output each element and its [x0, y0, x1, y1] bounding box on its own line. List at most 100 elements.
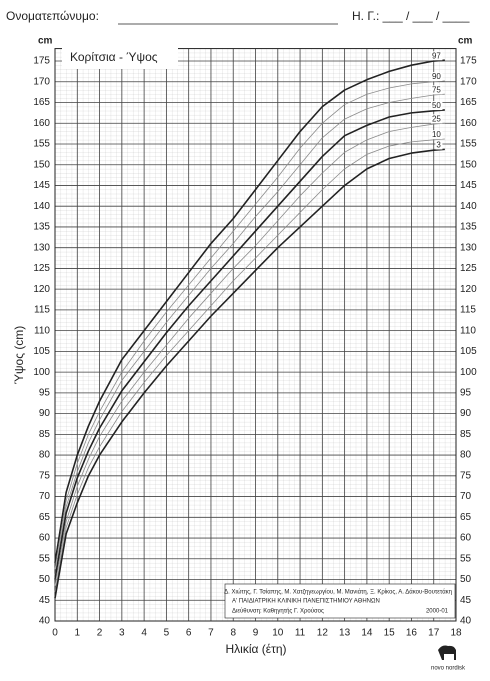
y-tick-label: 100 — [33, 367, 50, 378]
y-tick-label: 175 — [33, 56, 50, 67]
x-tick-label: 0 — [52, 628, 58, 639]
chart-title: Κορίτσια - Ύψος — [70, 50, 158, 64]
y-tick-label: 105 — [33, 346, 50, 357]
y-tick-label: 50 — [39, 574, 51, 585]
y-tick-label-right: 165 — [460, 97, 477, 108]
plot-frame — [54, 48, 457, 622]
x-tick-label: 14 — [361, 628, 373, 639]
name-label: Ονοματεπώνυμο: — [6, 9, 99, 23]
y-tick-label: 145 — [33, 180, 50, 191]
x-tick-label: 17 — [428, 628, 440, 639]
percentile-label-bg — [435, 140, 443, 150]
y-tick-label: 80 — [39, 450, 51, 461]
y-tick-label: 115 — [34, 305, 50, 316]
y-tick-label: 120 — [33, 284, 50, 295]
y-tick-label-right: 120 — [460, 284, 477, 295]
y-tick-label-right: 145 — [460, 180, 477, 191]
percentile-line — [54, 138, 445, 593]
credits-clinic: Α' ΠΑΙΔΙΑΤΡΙΚΗ ΚΛΙΝΙΚΗ ΠΑΝΕΠΙΣΤΗΜΙΟΥ ΑΘΗ… — [232, 599, 380, 605]
overlay: Κορίτσια - Ύψος Δ. Χιώτης, Γ. Τσίαπης, Μ… — [62, 47, 466, 672]
x-axis-label: Ηλικία (έτη) — [225, 642, 286, 656]
y-tick-label: 150 — [33, 159, 50, 170]
percentile-label: 10 — [432, 130, 441, 139]
date-label: Η. Γ.: ___ / ___ / ____ — [352, 9, 470, 23]
credits-box — [224, 583, 456, 619]
y-tick-label: 40 — [39, 616, 51, 627]
y-tick-label-right: 95 — [460, 388, 472, 399]
y-tick-label-right: 105 — [460, 346, 477, 357]
credits-edition: 2000-01 — [426, 609, 449, 615]
x-tick-label: 11 — [295, 628, 306, 639]
y-tick-label-right: 115 — [460, 305, 476, 316]
y-tick-label-right: 130 — [460, 242, 477, 253]
x-tick-label: 12 — [317, 628, 329, 639]
y-tick-label: 85 — [39, 429, 51, 440]
y-tick-label: 140 — [33, 201, 50, 212]
percentile-line — [54, 93, 445, 576]
percentile-label-bg — [430, 72, 443, 82]
percentile-label: 50 — [432, 101, 441, 110]
y-tick-label-right: 100 — [460, 367, 477, 378]
logo-icon — [438, 645, 456, 660]
y-tick-label-right: 125 — [460, 263, 477, 274]
y-axis-label: Ύψος (cm) — [12, 326, 26, 385]
y-tick-label-right: 50 — [460, 574, 472, 585]
y-tick-label: 75 — [39, 470, 51, 481]
y-tick-label-right: 65 — [460, 512, 472, 523]
y-unit-right: cm — [458, 36, 473, 47]
percentile-label: 3 — [436, 140, 441, 149]
y-tick-label-right: 45 — [460, 595, 472, 606]
percentile-label: 25 — [432, 114, 441, 123]
y-tick-label: 110 — [34, 325, 50, 336]
y-tick-label-right: 90 — [460, 408, 472, 419]
y-tick-label: 155 — [33, 139, 50, 150]
x-tick-label: 9 — [253, 628, 259, 639]
percentile-line — [54, 148, 445, 599]
y-tick-label: 70 — [39, 491, 51, 502]
percentile-line — [54, 109, 445, 580]
percentile-label-bg — [430, 51, 443, 61]
x-tick-label: 16 — [406, 628, 418, 639]
percentile-label-bg — [430, 101, 443, 111]
credits-authors: Δ. Χιώτης, Γ. Τσίαπης, Μ. Χατζηγεωργίου,… — [224, 589, 452, 596]
x-tick-label: 3 — [119, 628, 125, 639]
y-tick-label: 135 — [33, 222, 50, 233]
y-tick-label-right: 70 — [460, 491, 472, 502]
y-tick-label-right: 140 — [460, 201, 477, 212]
y-tick-label-right: 80 — [460, 450, 472, 461]
y-tick-label-right: 170 — [460, 76, 477, 87]
x-tick-label: 8 — [230, 628, 236, 639]
y-tick-label: 165 — [33, 97, 50, 108]
logo-text: novo nordisk — [431, 666, 466, 672]
title-box — [62, 47, 178, 69]
y-tick-label: 160 — [33, 118, 50, 129]
x-tick-label: 6 — [186, 628, 192, 639]
y-tick-label-right: 110 — [460, 325, 476, 336]
y-tick-label-right: 160 — [460, 118, 477, 129]
percentile-label-bg — [430, 130, 443, 140]
x-tick-label: 5 — [164, 628, 170, 639]
y-tick-label-right: 75 — [460, 470, 472, 481]
y-tick-label: 60 — [39, 533, 51, 544]
y-tick-label: 45 — [39, 595, 51, 606]
y-tick-label-right: 55 — [460, 553, 472, 564]
y-tick-label-right: 175 — [460, 56, 477, 67]
percentile-label: 75 — [432, 85, 441, 94]
credits-director: Διεύθυνση: Καθηγητής Γ. Χρούσος — [232, 608, 324, 615]
y-tick-label-right: 135 — [460, 222, 477, 233]
percentile-label: 97 — [432, 51, 441, 60]
percentile-line — [54, 122, 445, 586]
y-tick-label: 65 — [39, 512, 51, 523]
x-tick-label: 2 — [97, 628, 103, 639]
y-tick-label-right: 60 — [460, 533, 472, 544]
x-tick-label: 18 — [450, 628, 462, 639]
percentile-line — [54, 59, 445, 564]
y-unit-left: cm — [38, 36, 53, 47]
y-tick-label: 55 — [39, 553, 51, 564]
y-tick-label: 125 — [33, 263, 50, 274]
y-tick-label: 170 — [33, 76, 50, 87]
x-tick-label: 15 — [384, 628, 396, 639]
y-tick-label-right: 85 — [460, 429, 472, 440]
percentile-label-bg — [430, 85, 443, 95]
